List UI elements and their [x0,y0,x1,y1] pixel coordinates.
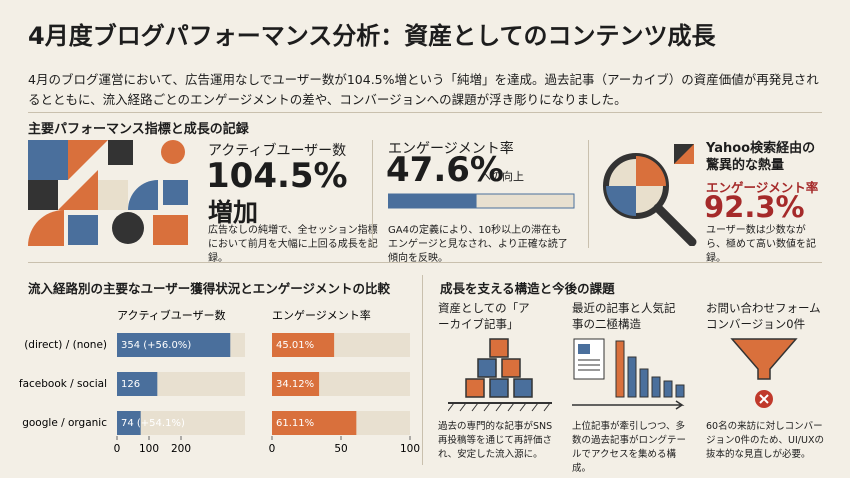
gauge-fill [388,194,477,208]
mosaic-icon [28,140,188,246]
divider [422,275,423,465]
item-title: 資産としての「アーカイブ記事」 [438,301,530,331]
x-tick-label: 100 [139,443,159,455]
item-title: お問い合わせフォームコンバージョン0件 [706,301,821,331]
bar [117,333,231,357]
value-label: 354 (+56.0%) [121,340,191,351]
category-label: google / organic [22,417,107,429]
chart-title: エンゲージメント率 [272,308,371,322]
section-title: 流入経路別の主要なユーザー獲得状況とエンゲージメントの比較 [28,281,391,296]
blocks-icon [448,338,552,412]
longtail-icon [572,338,685,410]
chart-title: アクティブユーザー数 [117,308,226,322]
category-label: facebook / social [19,378,107,390]
kpi-sublabel: エンゲージメント率 [706,180,819,195]
kpi-label: アクティブユーザー数 [208,143,347,159]
x-tick-label: 0 [269,443,276,455]
x-tick-label: 50 [334,443,347,455]
item-text: 過去の専門的な記事がSNS再投稿等を通じて再評価され、安定した流入源に。 [438,421,553,460]
bar [272,372,320,396]
kpi-unit: への向上 [480,170,524,183]
funnel-icon [730,338,798,408]
divider [588,140,589,248]
gauge [388,193,575,209]
x-tick-label: 0 [114,443,121,455]
category-label: (direct) / (none) [24,339,107,351]
item-text: 60名の来訪に対しコンバージョン0件のため、UI/UXの抜本的な見直しが必要。 [706,421,824,460]
x-tick-label: 200 [171,443,191,455]
value-label: 126 [121,379,140,390]
charts: アクティブユーザー数 (direct) / (none) facebook / so… [19,308,420,455]
kpi-value: 92.3% [704,190,805,224]
item-text: 上位記事が牽引しつつ、多数の過去記事がロングテールでアクセスを集める構成。 [572,421,687,474]
bar [117,372,158,396]
kpi-value: 104.5% [206,156,348,196]
value-label: 74 (+54.1%) [121,418,185,429]
kpi-label: エンゲージメント率 [388,141,514,157]
kpi-note: GA4の定義により、10秒以上の滞在もエンゲージと見なされ、より正確な読了傾向を… [388,225,568,264]
value-label: 34.12% [276,379,314,390]
value-label: 45.01% [276,340,314,351]
section-title: 成長を支える構造と今後の課題 [440,281,615,296]
item-title: 最近の記事と人気記事の二極構造 [572,301,676,331]
bar [272,411,357,435]
section-title: 主要パフォーマンス指標と成長の記録 [28,122,249,137]
value-label: 61.11% [276,418,314,429]
divider [28,112,822,113]
summary: 4月のブログ運営において、広告運用なしでユーザー数が104.5%増という「純増」… [28,72,819,107]
x-tick-label: 100 [400,443,420,455]
kpi-note: 広告なしの純増で、全セッション指標において前月を大幅に上回る成長を記録。 [208,225,378,264]
divider [372,140,373,248]
bar [117,411,141,435]
magnifier-icon [603,144,697,246]
kpi-unit: 増加 [208,198,259,227]
title: 4月度ブログパフォーマンス分析：資産としてのコンテンツ成長 [28,22,716,50]
divider [28,262,822,263]
kpi-note: ユーザー数は少数ながら、極めて高い数値を記録。 [706,225,816,264]
kpi-value: 47.6% [386,150,504,190]
kpi-label: Yahoo検索経由の驚異的な熱量 [706,141,816,173]
bar [272,333,335,357]
